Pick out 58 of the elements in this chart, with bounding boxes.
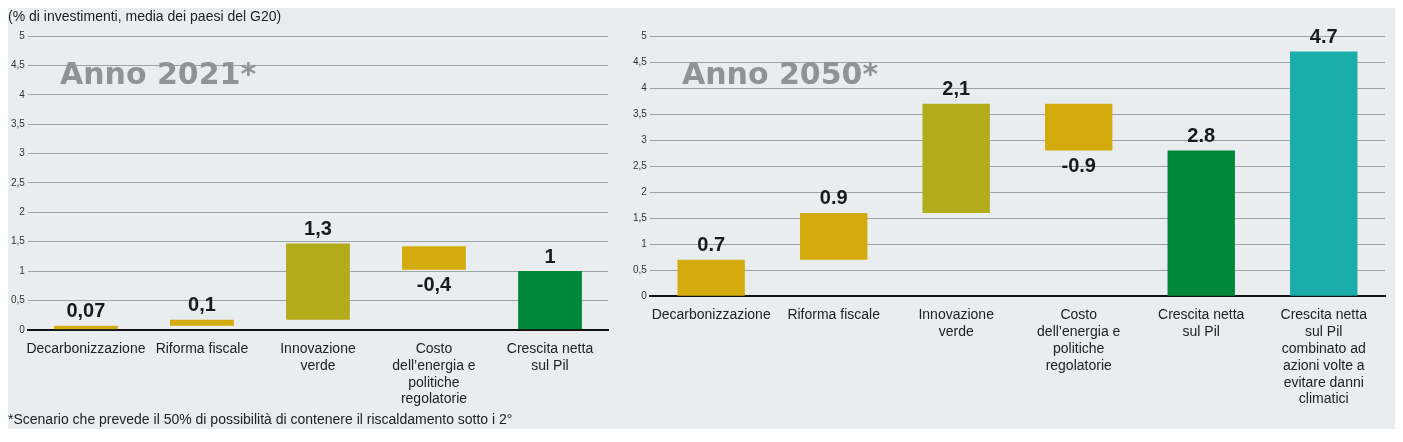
y-tick-label: 3 bbox=[641, 133, 648, 145]
x-tick-label: Decarbonizzazione bbox=[651, 306, 771, 323]
x-tick-label: Crescita netta sul Pil bbox=[1158, 306, 1245, 340]
x-tick-label: Costo dell’energia e politiche regolatorie bbox=[392, 340, 476, 407]
x-tick-label: Crescita netta sul Pil combinato ad azioni volte a evitare danni climatici bbox=[1280, 306, 1368, 407]
bar bbox=[1290, 51, 1358, 296]
y-tick-label: 4,5 bbox=[11, 59, 26, 71]
data-label: -0.9 bbox=[1061, 154, 1096, 176]
y-tick-label: 1,5 bbox=[633, 211, 648, 223]
bar bbox=[402, 246, 466, 270]
x-tick-label: Riforma fiscale bbox=[787, 306, 881, 323]
bar bbox=[170, 319, 234, 326]
data-label: 1,3 bbox=[304, 216, 332, 239]
x-tick-label: Decarbonizzazione bbox=[26, 340, 146, 357]
bar bbox=[677, 259, 745, 296]
y-tick-label: 0 bbox=[19, 323, 26, 335]
x-tick-label: Innovazione verde bbox=[918, 306, 995, 340]
data-label: -0,4 bbox=[416, 273, 453, 296]
data-label: 1 bbox=[544, 244, 556, 267]
data-label: 2.8 bbox=[1187, 124, 1216, 146]
data-label: 0,1 bbox=[188, 293, 216, 316]
y-tick-label: 3 bbox=[19, 147, 26, 159]
y-tick-label: 4 bbox=[641, 81, 648, 93]
y-tick-label: 5 bbox=[641, 29, 648, 41]
bar bbox=[799, 212, 868, 260]
y-tick-label: 2,5 bbox=[11, 176, 26, 188]
data-label: 0.9 bbox=[819, 186, 848, 209]
y-tick-label: 1,5 bbox=[11, 235, 26, 247]
y-tick-label: 2 bbox=[641, 185, 648, 197]
bar bbox=[1045, 103, 1113, 151]
y-tick-label: 4 bbox=[19, 88, 26, 100]
y-tick-label: 3,5 bbox=[633, 107, 648, 119]
x-tick-label: Riforma fiscale bbox=[155, 340, 249, 357]
y-tick-label: 2 bbox=[19, 206, 26, 218]
bar bbox=[518, 271, 582, 330]
text: Anno 2050* bbox=[682, 56, 879, 91]
y-tick-label: 1 bbox=[641, 237, 648, 249]
y-tick-label: 3,5 bbox=[11, 117, 26, 129]
data-label: 0,07 bbox=[66, 299, 106, 322]
x-tick-label: Crescita netta sul Pil bbox=[506, 340, 594, 373]
chart-subtitle: (% di investimenti, media dei paesi del G20) bbox=[8, 8, 283, 26]
data-label: 2,1 bbox=[942, 77, 971, 100]
bar bbox=[1167, 150, 1235, 296]
y-tick-label: 0 bbox=[641, 289, 648, 301]
y-tick-label: 2,5 bbox=[633, 159, 648, 171]
text: Anno 2021* bbox=[60, 56, 257, 91]
data-label: 4.7 bbox=[1309, 25, 1338, 48]
text: *Scenario che prevede il 50% di possibilità di contenere il riscaldamento sotto i 2° bbox=[8, 411, 514, 429]
y-tick-label: 5 bbox=[19, 29, 26, 41]
y-tick-label: 0,5 bbox=[11, 294, 26, 306]
y-tick-label: 1 bbox=[19, 264, 26, 276]
bar bbox=[922, 103, 990, 213]
y-tick-label: 4,5 bbox=[633, 55, 648, 67]
data-label: 0.7 bbox=[697, 233, 726, 256]
x-tick-label: Costo dell’energia e politiche regolatorie bbox=[1037, 306, 1121, 373]
y-tick-label: 0,5 bbox=[633, 263, 648, 275]
bar bbox=[286, 243, 350, 320]
x-tick-label: Innovazione verde bbox=[280, 340, 356, 373]
